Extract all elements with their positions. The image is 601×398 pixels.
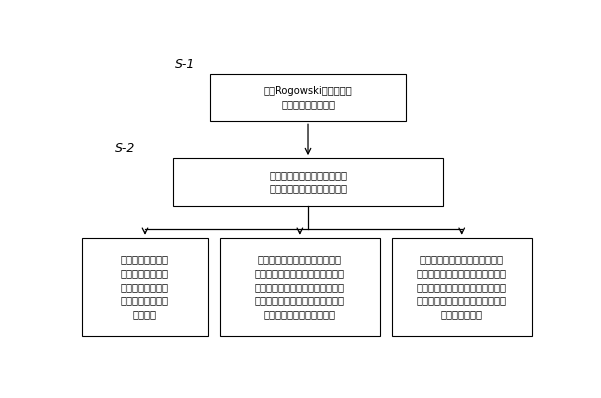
Text: 对输电线路的三相雷电行波电流
波形的暂态特征进行对比，若三相
雷电行波电流极性一致，则判断为
感应雷；若三相雷电行波电流极性
不一致，则判断为直击雷；: 对输电线路的三相雷电行波电流 波形的暂态特征进行对比，若三相 雷电行波电流极性一… (255, 255, 345, 319)
Text: 若雷电行波电流的
波头呈现分叉，则
为感应雷；若波头
无呈现分叉，则为
直击雷；: 若雷电行波电流的 波头呈现分叉，则 为感应雷；若波头 无呈现分叉，则为 直击雷； (121, 255, 169, 319)
Bar (210, 74, 406, 121)
Text: S-2: S-2 (115, 142, 135, 155)
Bar (219, 238, 380, 336)
Text: 分析线路雷电行波电流的暂态
特征，判断为感应雷或直击雷: 分析线路雷电行波电流的暂态 特征，判断为感应雷或直击雷 (269, 170, 347, 194)
Text: 利用Rogowski线圈对线路
雷电流进行采样测量: 利用Rogowski线圈对线路 雷电流进行采样测量 (264, 86, 352, 109)
Bar (173, 158, 443, 206)
Bar (392, 238, 531, 336)
Text: S-1: S-1 (175, 58, 196, 71)
Bar (82, 238, 208, 336)
Text: 分析输电线路雷电行波电流的幅
值变化趋势，若雷电行波电流幅值
先增大后减小，则判断为感应雷；
若雷电行波电流幅值一直减小，则
判断为直击雷。: 分析输电线路雷电行波电流的幅 值变化趋势，若雷电行波电流幅值 先增大后减小，则判… (416, 255, 507, 319)
